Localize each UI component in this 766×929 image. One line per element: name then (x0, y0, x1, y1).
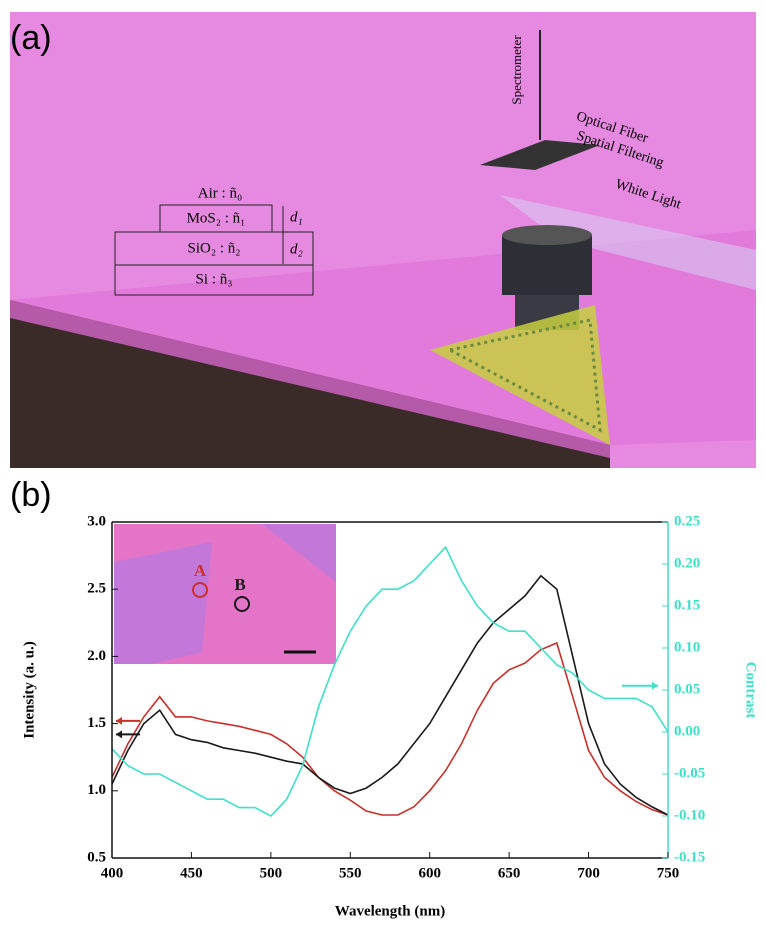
inset-flake (114, 542, 212, 664)
y2-tick-label: -0.05 (674, 765, 705, 781)
panel-label: (a) (10, 19, 52, 57)
slab-rim (10, 300, 610, 458)
thickness-label: d₁ (290, 209, 303, 225)
x-tick-label: 550 (339, 865, 362, 881)
layer-label: Si : ñ₃ (196, 271, 233, 287)
objective-top (502, 225, 592, 245)
y-tick-label: 1.0 (87, 782, 106, 798)
layer-label: MoS₂ : ñ₁ (187, 210, 246, 226)
axis-arrow-head (116, 730, 122, 739)
layer-si (114, 264, 314, 296)
y-axis-label: Intensity (a. u.) (21, 641, 37, 739)
light-beam (500, 195, 756, 290)
y-tick-label: 2.0 (87, 648, 106, 664)
layer-label: Air : ñ₀ (198, 185, 242, 201)
y2-tick-label: -0.15 (674, 849, 705, 865)
axis-arrow-head (652, 681, 658, 690)
panel-label: (b) (10, 476, 52, 514)
inset-flake (262, 524, 336, 582)
x-tick-label: 500 (260, 865, 283, 881)
y2-tick-label: 0.10 (674, 639, 700, 655)
x-axis-label: Wavelength (nm) (335, 903, 445, 919)
panel-b: (b) Wavelength (nm) Intensity (a. u.) Co… (10, 476, 759, 919)
filter-plate (480, 140, 600, 170)
mos2-lattice (445, 318, 602, 433)
y2-tick-label: 0.00 (674, 723, 700, 739)
thickness-label: d₂ (290, 241, 303, 257)
y-tick-label: 1.5 (87, 715, 106, 731)
series-line (111, 545, 669, 817)
y2-tick-label: 0.15 (674, 597, 700, 613)
layer-label: SiO₂ : ñ₂ (188, 240, 241, 256)
x-tick-label: 600 (418, 865, 441, 881)
x-tick-label: 400 (101, 865, 124, 881)
series-line (111, 574, 669, 816)
x-tick-label: 700 (577, 865, 600, 881)
legend-label: A (194, 561, 207, 580)
x-tick-label: 750 (657, 865, 680, 881)
y2-tick-label: 0.20 (674, 555, 700, 571)
axis-arrow-head (116, 716, 122, 725)
marker-a (192, 582, 208, 598)
label: Spectrometer (509, 35, 524, 105)
y-tick-label: 0.5 (87, 849, 106, 865)
x-tick-label: 450 (180, 865, 203, 881)
mos2-flake (430, 305, 610, 445)
y-tick-label: 3.0 (87, 513, 106, 529)
y2-tick-label: 0.25 (674, 513, 700, 529)
legend-label: B (234, 575, 245, 594)
panel-a: (a) Spectrometer Optical Fiber Spatial F… (10, 12, 756, 468)
marker-b (234, 596, 250, 612)
y-tick-label: 2.5 (87, 581, 106, 597)
x-tick-label: 650 (498, 865, 521, 881)
y2-axis-label: Contrast (743, 662, 759, 719)
series-line (111, 641, 669, 816)
y2-tick-label: -0.10 (674, 807, 705, 823)
y2-tick-label: 0.05 (674, 681, 700, 697)
